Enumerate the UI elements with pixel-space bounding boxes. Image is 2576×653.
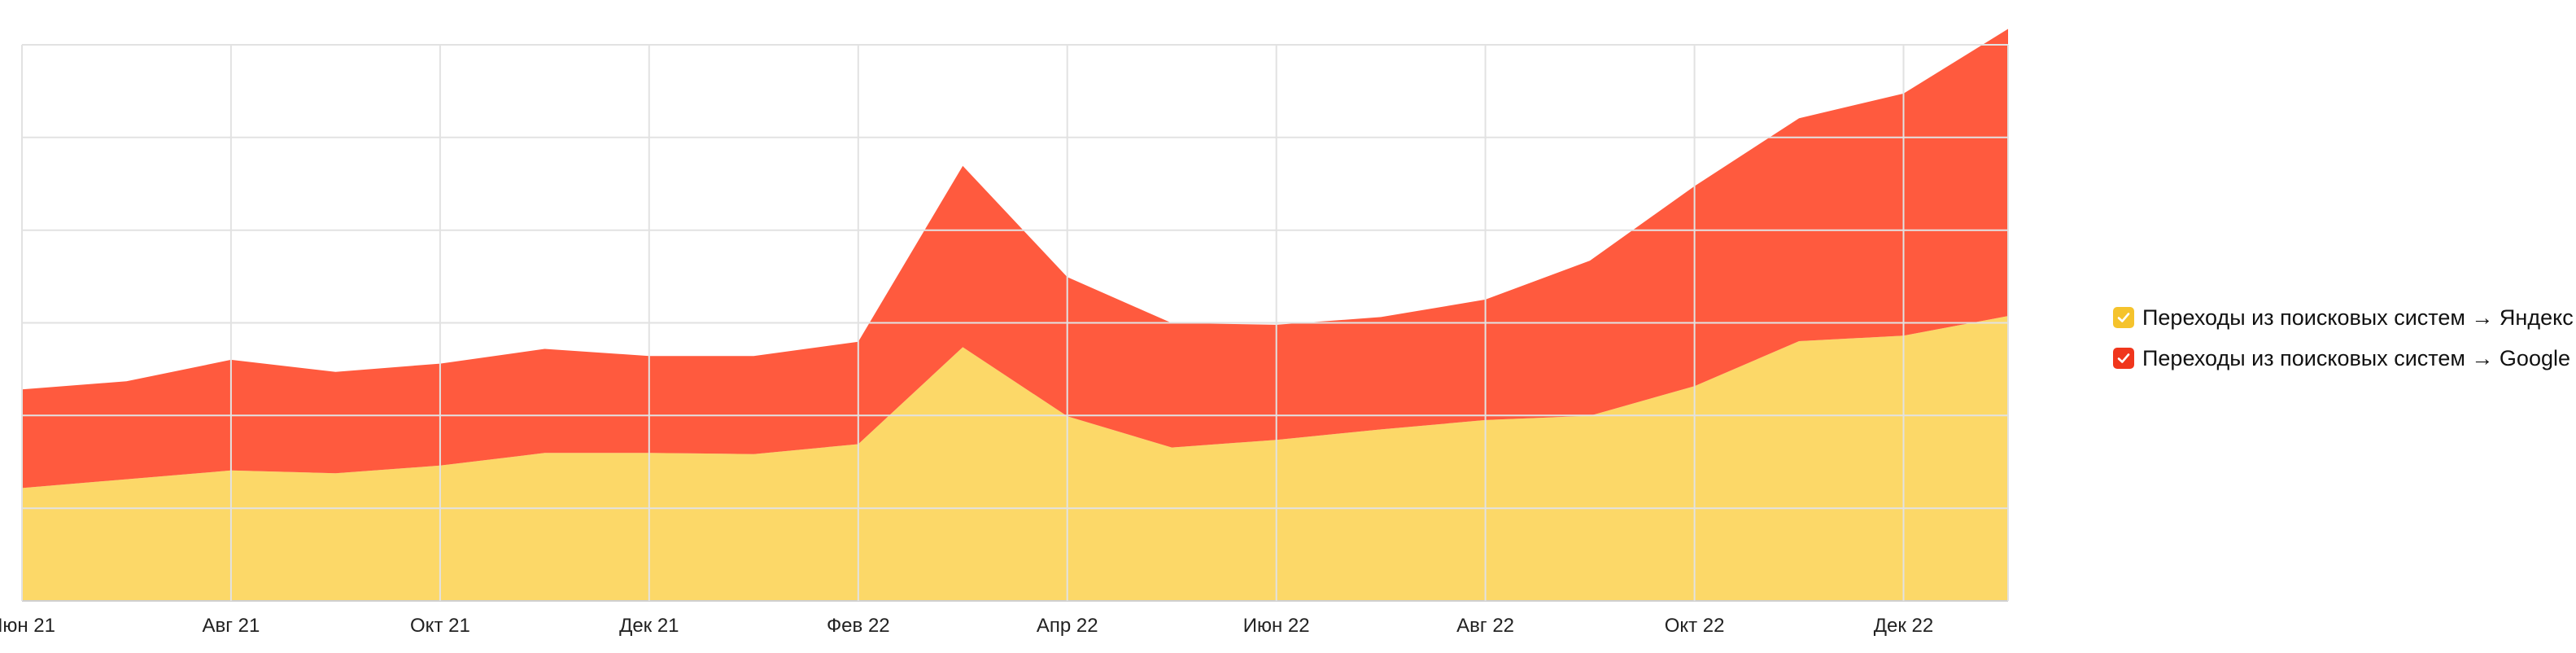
legend-label: Переходы из поисковых систем → Яндекс bbox=[2142, 305, 2574, 330]
areas-layer bbox=[22, 28, 2008, 601]
x-tick-label: Июн 22 bbox=[1243, 615, 1310, 637]
x-tick-label: Авг 22 bbox=[1456, 615, 1514, 637]
x-tick-label: Окт 22 bbox=[1665, 615, 1725, 637]
legend-item-2[interactable]: Переходы из поисковых систем → Google bbox=[2113, 344, 2574, 373]
x-tick-label: Авг 21 bbox=[202, 615, 260, 637]
checkbox-checked-icon[interactable] bbox=[2113, 348, 2134, 369]
area-series-2 bbox=[22, 28, 2008, 489]
legend: Переходы из поисковых систем → Яндекс Пер… bbox=[2113, 303, 2574, 384]
checkbox-checked-icon[interactable] bbox=[2113, 307, 2134, 328]
x-tick-label: Дек 21 bbox=[619, 615, 679, 637]
x-tick-label: Апр 22 bbox=[1037, 615, 1098, 637]
grid-layer bbox=[21, 44, 2009, 602]
legend-label: Переходы из поисковых систем → Google bbox=[2142, 345, 2570, 370]
x-tick-label: Окт 21 bbox=[410, 615, 470, 637]
x-axis: Июн 21 Авг 21 Окт 21 Дек 21 Фев 22 Апр 22 Июн … bbox=[0, 615, 1933, 637]
area-series-1 bbox=[22, 316, 2008, 601]
x-tick-label: Июн 21 bbox=[0, 615, 55, 637]
x-tick-label: Фев 22 bbox=[827, 615, 890, 637]
x-tick-label: Дек 22 bbox=[1874, 615, 1933, 637]
legend-item-1[interactable]: Переходы из поисковых систем → Яндекс bbox=[2113, 303, 2574, 332]
